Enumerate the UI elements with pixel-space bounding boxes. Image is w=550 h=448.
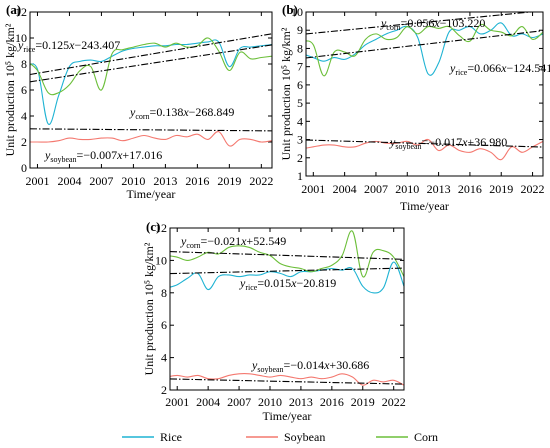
series-line-rice — [306, 22, 543, 76]
plot-frame — [169, 227, 405, 391]
chart-panel-a: (a) 0 2 4 6 8 10 12 2001 2004 2007 2010 2013 2016 2019… — [3, 2, 273, 201]
y-tick-label: 3 — [297, 133, 303, 147]
equation-soybean: ysoybean=−0.017x+36.980 — [389, 135, 507, 151]
x-tick-label: 2016 — [185, 174, 209, 188]
series-line-corn — [170, 230, 404, 278]
panel-label: (c) — [146, 219, 160, 234]
y-tick-label: 12 — [155, 221, 167, 235]
series-line-soybean — [306, 138, 543, 161]
x-tick-label: 2001 — [165, 395, 189, 409]
x-axis-title: Time/year — [400, 199, 449, 213]
y-tick-label: 5 — [297, 96, 303, 110]
legend: Rice Soybean Corn — [122, 430, 438, 444]
x-tick-label: 2007 — [364, 182, 388, 196]
legend-label-soybean: Soybean — [284, 430, 325, 444]
trendline-rice — [306, 30, 543, 59]
series-line-soybean — [30, 131, 272, 147]
equation-soybean: ysoybean=−0.014x+30.686 — [251, 358, 369, 374]
equation-rice: yrice=0.066x−124.541 — [449, 61, 550, 77]
x-tick-label: 2010 — [121, 174, 145, 188]
panel-label: (a) — [6, 2, 21, 17]
y-tick-label: 2 — [161, 383, 167, 397]
series-line-rice — [170, 261, 404, 294]
x-tick-label: 2019 — [489, 182, 513, 196]
x-tick-label: 2019 — [217, 174, 241, 188]
series-group — [306, 12, 543, 161]
trendline-soybean — [30, 128, 272, 132]
x-tick-label: 2004 — [196, 395, 220, 409]
y-axis-title: Unit production 10⁵ kg/km² — [3, 23, 17, 156]
y-tick-label: 4 — [161, 351, 167, 365]
y-tick-label: 2 — [297, 151, 303, 165]
y-tick-label: 10 — [15, 31, 27, 45]
y-tick-label: 4 — [297, 114, 303, 128]
legend-label-corn: Corn — [414, 430, 438, 444]
trendline-soybean — [170, 378, 404, 385]
equation-rice: yrice=0.125x−243.407 — [17, 38, 120, 54]
x-tick-label: 2010 — [395, 182, 419, 196]
x-tick-label: 2007 — [89, 174, 113, 188]
series-line-soybean — [170, 373, 404, 386]
x-tick-label: 2004 — [57, 174, 81, 188]
x-tick-label: 2022 — [382, 395, 406, 409]
trendline-rice — [170, 267, 404, 275]
y-tick-label: 12 — [15, 5, 27, 19]
y-tick-label: 8 — [297, 41, 303, 55]
y-tick-label: 6 — [297, 78, 303, 92]
trendline-soybean — [306, 139, 543, 148]
legend-label-rice: Rice — [160, 430, 182, 444]
trendline-corn — [170, 251, 404, 260]
trendline-corn — [30, 33, 272, 76]
x-tick-label: 2019 — [351, 395, 375, 409]
chart-panel-b: (b) 1 2 3 4 5 6 7 8 9 10 2001 2004 2007 2010 2013 2016 20… — [279, 2, 550, 213]
plot-frame — [29, 11, 273, 169]
y-tick-label: 4 — [21, 109, 27, 123]
y-axis-title: Unit production 10⁵ kg/km² — [142, 242, 156, 375]
y-tick-label: 8 — [161, 286, 167, 300]
trendline-corn — [306, 12, 536, 35]
x-tick-label: 2013 — [427, 182, 451, 196]
panel-label: (b) — [282, 2, 298, 17]
equation-soybean: ysoybean=−0.007x+17.016 — [44, 148, 162, 164]
x-tick-label: 2001 — [25, 174, 49, 188]
x-tick-label: 2013 — [153, 174, 177, 188]
x-tick-label: 2010 — [258, 395, 282, 409]
x-tick-label: 2022 — [521, 182, 545, 196]
series-group — [30, 33, 272, 147]
y-tick-label: 9 — [297, 23, 303, 37]
y-tick-label: 2 — [21, 135, 27, 149]
x-tick-label: 2004 — [333, 182, 357, 196]
y-tick-label: 0 — [21, 161, 27, 175]
chart-panel-c: (c) 2 4 6 8 10 12 2001 2004 2007 2010 2013 2016 2019 2… — [142, 219, 406, 423]
y-tick-label: 6 — [21, 83, 27, 97]
y-tick-label: 7 — [297, 60, 303, 74]
x-tick-label: 2007 — [227, 395, 251, 409]
y-tick-label: 10 — [155, 253, 167, 267]
x-tick-label: 2016 — [320, 395, 344, 409]
x-axis-title: Time/year — [263, 409, 312, 423]
equation-corn: ycorn=0.138x−268.849 — [129, 105, 234, 121]
equation-corn: ycorn=0.056x−103.220 — [380, 16, 485, 32]
y-axis-title: Unit production 10⁵ kg/km² — [279, 27, 293, 160]
series-line-corn — [30, 37, 272, 96]
y-tick-label: 1 — [297, 169, 303, 183]
y-tick-label: 10 — [291, 5, 303, 19]
y-tick-label: 6 — [161, 318, 167, 332]
x-tick-label: 2022 — [249, 174, 273, 188]
equation-corn: ycorn=−0.021x+52.549 — [180, 234, 286, 250]
x-tick-label: 2001 — [301, 182, 325, 196]
series-group — [170, 230, 404, 386]
equation-rice: yrice=0.015x−20.819 — [239, 276, 336, 292]
series-line-corn — [306, 23, 543, 77]
x-tick-label: 2013 — [289, 395, 313, 409]
y-tick-label: 8 — [21, 57, 27, 71]
plot-frame — [305, 11, 544, 177]
x-axis-title: Time/year — [127, 187, 176, 201]
trendline-rice — [30, 44, 272, 83]
x-tick-label: 2016 — [458, 182, 482, 196]
